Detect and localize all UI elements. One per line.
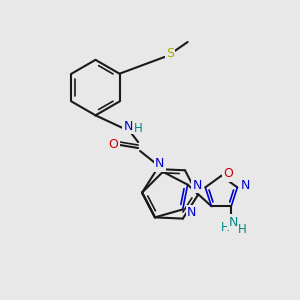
Text: N: N bbox=[187, 206, 196, 219]
Text: S: S bbox=[166, 47, 174, 60]
Text: H: H bbox=[134, 122, 142, 135]
Text: O: O bbox=[108, 138, 118, 151]
Text: N: N bbox=[124, 120, 133, 133]
Text: H: H bbox=[221, 220, 230, 233]
Text: N: N bbox=[229, 216, 238, 229]
Text: N: N bbox=[241, 179, 250, 192]
Text: O: O bbox=[223, 167, 233, 180]
Text: N: N bbox=[155, 158, 165, 170]
Text: H: H bbox=[238, 223, 247, 236]
Text: N: N bbox=[193, 179, 202, 192]
